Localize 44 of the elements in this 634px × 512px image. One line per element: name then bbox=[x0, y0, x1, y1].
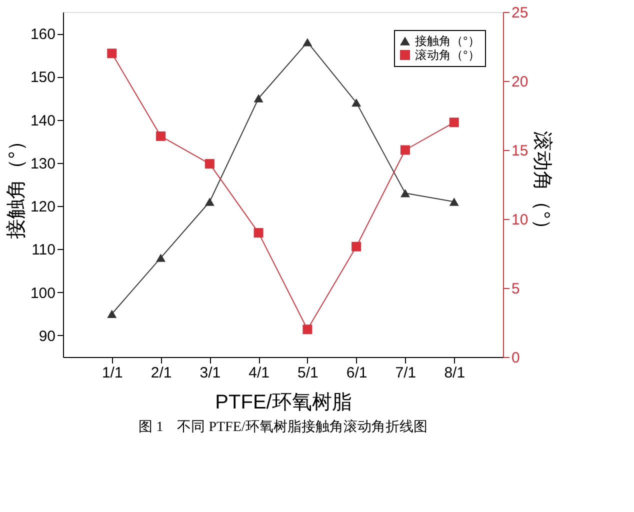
y-tick-label: 100 bbox=[30, 284, 56, 302]
point bbox=[449, 198, 459, 206]
y-tick-label: 110 bbox=[32, 242, 56, 259]
point bbox=[449, 118, 459, 128]
x-tick-label: 7/1 bbox=[395, 364, 416, 382]
point bbox=[107, 48, 117, 58]
point bbox=[204, 159, 214, 169]
y-axis-title: 接触角（°） bbox=[5, 131, 28, 239]
y2-tick-label: 5 bbox=[512, 280, 520, 298]
x-tick-label: 5/1 bbox=[298, 364, 318, 382]
point bbox=[352, 98, 362, 107]
y2-tick-label: 25 bbox=[512, 4, 528, 22]
y-tick-label: 160 bbox=[30, 26, 56, 44]
point bbox=[254, 228, 264, 238]
y2-axis-title: 滚动角（°） bbox=[531, 131, 554, 239]
point bbox=[352, 242, 362, 252]
y2-tick-label: 0 bbox=[512, 350, 520, 366]
point bbox=[204, 198, 214, 206]
point bbox=[302, 324, 312, 334]
point bbox=[302, 38, 312, 46]
legend-label: 滚动角（°） bbox=[415, 48, 480, 62]
point bbox=[156, 254, 166, 262]
x-tick-label: 8/1 bbox=[444, 364, 466, 382]
y-tick-label: 150 bbox=[30, 69, 56, 86]
point bbox=[107, 310, 117, 318]
point bbox=[400, 189, 410, 198]
y-tick-label: 120 bbox=[30, 198, 56, 216]
x-tick-label: 3/1 bbox=[200, 364, 221, 382]
x-tick-label: 2/1 bbox=[150, 364, 172, 382]
point bbox=[254, 94, 264, 102]
x-tick-label: 1/1 bbox=[102, 364, 123, 382]
x-axis-title: PTFE/环氧树脂 bbox=[215, 392, 352, 414]
caption: 图 1 不同 PTFE/环氧树脂接触角滚动角折线图 bbox=[138, 419, 428, 435]
point bbox=[156, 131, 166, 141]
point bbox=[400, 145, 410, 155]
y2-tick-label: 10 bbox=[512, 212, 528, 228]
y2-tick-label: 15 bbox=[512, 142, 528, 160]
y-tick-label: 140 bbox=[30, 112, 56, 130]
y-tick-label: 90 bbox=[38, 328, 56, 345]
legend-label: 接触角（°） bbox=[415, 34, 480, 48]
y-tick-label: 130 bbox=[30, 155, 56, 172]
y2-tick-label: 20 bbox=[512, 74, 528, 90]
x-tick-label: 6/1 bbox=[346, 364, 368, 382]
x-tick-label: 4/1 bbox=[248, 364, 270, 382]
